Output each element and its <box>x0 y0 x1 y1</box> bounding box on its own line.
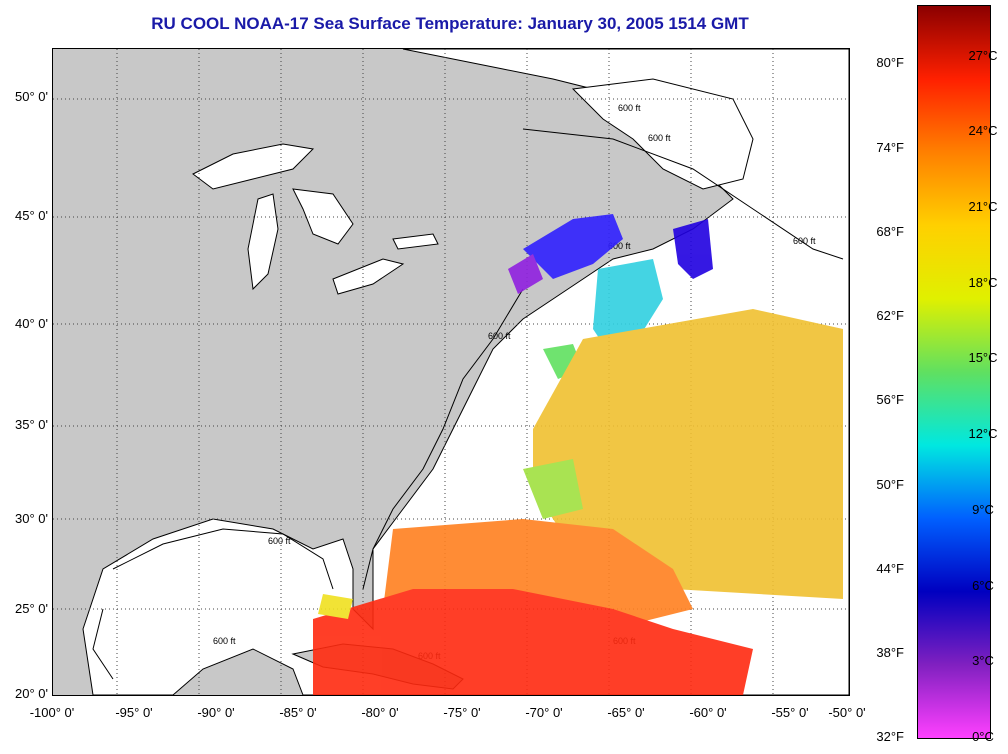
sst-red-region <box>313 589 753 695</box>
lon-label-95: -95° 0' <box>115 705 153 720</box>
lon-label-80: -80° 0' <box>361 705 399 720</box>
colorbar-c-6: 6°C <box>972 578 994 593</box>
lon-label-100: -100° 0' <box>29 705 75 720</box>
lon-label-75: -75° 0' <box>443 705 481 720</box>
colorbar-f-56: 56°F <box>876 392 904 407</box>
svg-text:600 ft: 600 ft <box>213 636 236 646</box>
sst-cold-patch <box>523 214 623 279</box>
colorbar-c-18: 18°C <box>968 275 998 290</box>
map-title: RU COOL NOAA-17 Sea Surface Temperature:… <box>151 14 749 33</box>
colorbar-c-21: 21°C <box>968 199 998 214</box>
sst-cyan-patch <box>593 259 663 359</box>
lake-huron <box>292 188 354 245</box>
colorbar-c-24: 24°C <box>968 123 998 138</box>
lon-label-90: -90° 0' <box>197 705 235 720</box>
sst-cold-patch-2 <box>673 219 713 279</box>
lon-label-60: -60° 0' <box>689 705 727 720</box>
colorbar-c-3: 3°C <box>972 653 994 668</box>
sst-green-yellow-region <box>523 459 583 519</box>
colorbar-f-50: 50°F <box>876 477 904 492</box>
colorbar-f-68: 68°F <box>876 224 904 239</box>
colorbar-f-38: 38°F <box>876 645 904 660</box>
colorbar-f-62: 62°F <box>876 308 904 323</box>
lon-label-85: -85° 0' <box>279 705 317 720</box>
lon-label-55: -55° 0' <box>771 705 809 720</box>
lat-label-30: 30° 0' <box>15 511 48 526</box>
bathymetry-600ft-contour <box>362 128 844 590</box>
colorbar-c-27: 27°C <box>968 48 998 63</box>
svg-text:600 ft: 600 ft <box>488 331 511 341</box>
sst-map: 600 ft 600 ft 600 ft 600 ft 600 ft 600 f… <box>52 48 850 696</box>
lon-label-70: -70° 0' <box>525 705 563 720</box>
lat-label-50: 50° 0' <box>15 89 48 104</box>
sst-purple-patch <box>508 254 543 294</box>
svg-text:600 ft: 600 ft <box>618 103 641 113</box>
gulf-bathymetry-contour <box>92 528 334 680</box>
colorbar-c-9: 9°C <box>972 502 994 517</box>
lake-michigan <box>247 193 279 291</box>
lat-label-25: 25° 0' <box>15 601 48 616</box>
temperature-colorbar <box>917 5 991 739</box>
colorbar-c-0: 0°C <box>972 729 994 744</box>
sst-yellow-region <box>533 309 843 599</box>
lake-superior <box>192 143 315 190</box>
svg-text:600 ft: 600 ft <box>268 536 291 546</box>
lake-erie <box>332 258 405 295</box>
lat-label-35: 35° 0' <box>15 417 48 432</box>
graticule <box>53 49 849 695</box>
map-canvas: 600 ft 600 ft 600 ft 600 ft 600 ft 600 f… <box>53 49 849 695</box>
gulf-of-st-lawrence <box>571 78 754 190</box>
colorbar-f-44: 44°F <box>876 561 904 576</box>
lat-label-20: 20° 0' <box>15 686 48 701</box>
colorbar-c-15: 15°C <box>968 350 998 365</box>
sst-florida-keys <box>318 594 353 619</box>
lon-label-50: -50° 0' <box>828 705 866 720</box>
colorbar-f-74: 74°F <box>876 140 904 155</box>
lon-label-65: -65° 0' <box>607 705 645 720</box>
svg-text:600 ft: 600 ft <box>648 133 671 143</box>
lat-label-45: 45° 0' <box>15 208 48 223</box>
colorbar-c-12: 12°C <box>968 426 998 441</box>
colorbar-f-32: 32°F <box>876 729 904 744</box>
svg-text:600 ft: 600 ft <box>608 241 631 251</box>
sst-data-overlay <box>313 214 843 695</box>
lat-label-40: 40° 0' <box>15 316 48 331</box>
svg-text:600 ft: 600 ft <box>793 236 816 246</box>
lake-ontario <box>392 233 439 250</box>
colorbar-f-80: 80°F <box>876 55 904 70</box>
